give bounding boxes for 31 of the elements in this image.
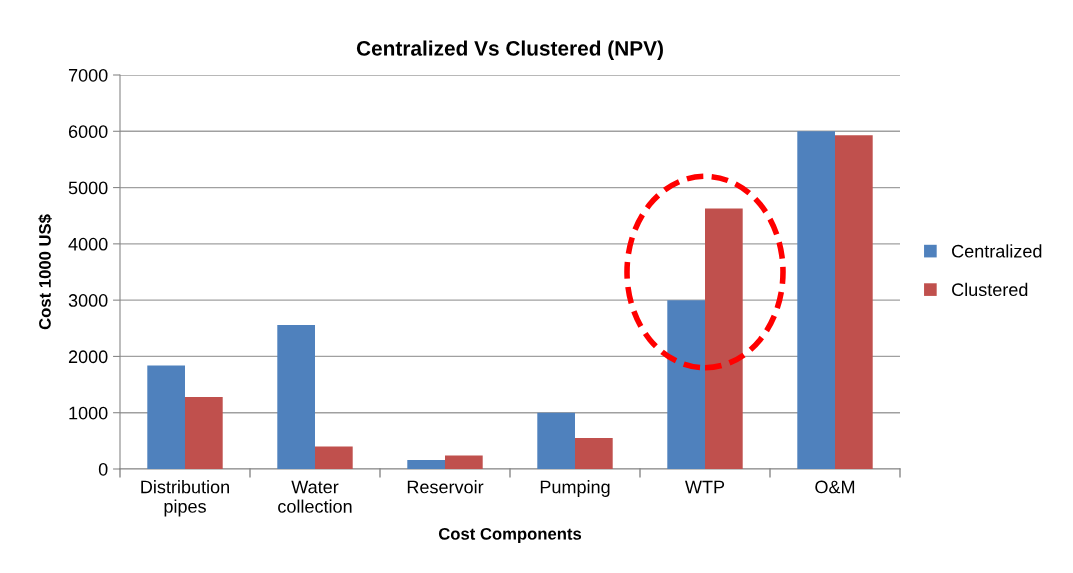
y-tick-label: 3000 (68, 294, 108, 307)
y-tick-label: 7000 (68, 68, 108, 82)
chart-title: Centralized Vs Clustered (NPV) (356, 40, 663, 60)
y-tick-label: 1000 (69, 406, 108, 420)
x-tick-label: Distribution pipes (141, 480, 229, 517)
y-tick-label: 0 (98, 462, 108, 476)
y-axis-title: Cost 1000 US$ (38, 214, 52, 330)
bar (185, 396, 223, 469)
y-tick-label: 4000 (68, 237, 108, 251)
bar (705, 208, 743, 469)
bar (407, 459, 445, 469)
x-tick-label: WTP (685, 480, 725, 494)
bar (315, 446, 353, 469)
bar (797, 131, 835, 469)
bar (445, 455, 483, 469)
y-tick-label: 2000 (68, 350, 108, 364)
y-tick-label: 6000 (68, 125, 108, 139)
bar (667, 300, 705, 469)
x-tick-label: O&M (815, 480, 855, 494)
x-tick-label: Reservoir (407, 480, 484, 494)
bar (147, 365, 185, 469)
bar (277, 324, 315, 469)
x-axis-title: Cost Components (438, 527, 582, 544)
bar (537, 412, 575, 469)
x-tick-label: Pumping (540, 480, 610, 497)
x-tick-label: Water collection (278, 480, 352, 513)
y-tick-label: 5000 (68, 181, 108, 195)
legend-label: Clustered (952, 282, 1028, 297)
bar (575, 438, 613, 469)
legend-label: Centralized (952, 244, 1042, 258)
bar (835, 135, 873, 469)
